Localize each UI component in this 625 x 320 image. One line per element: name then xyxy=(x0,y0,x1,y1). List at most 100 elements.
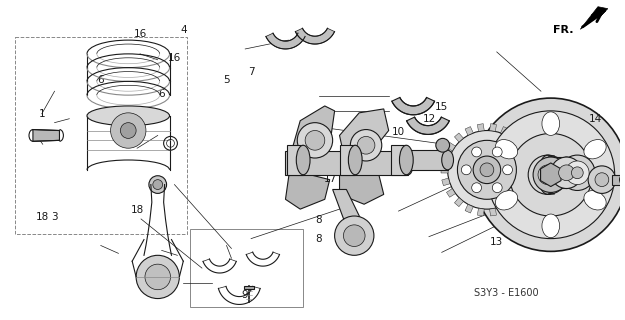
Text: 17: 17 xyxy=(324,174,338,184)
Text: 4: 4 xyxy=(180,25,187,35)
Circle shape xyxy=(149,176,167,193)
Circle shape xyxy=(503,165,512,175)
Text: 5: 5 xyxy=(223,75,230,85)
Circle shape xyxy=(145,264,171,290)
Circle shape xyxy=(559,165,574,180)
Text: FR.: FR. xyxy=(552,25,573,35)
Ellipse shape xyxy=(296,145,310,175)
Circle shape xyxy=(492,147,502,157)
Ellipse shape xyxy=(542,112,559,135)
Circle shape xyxy=(351,130,382,161)
Text: 6: 6 xyxy=(98,75,104,85)
Circle shape xyxy=(472,183,481,193)
Polygon shape xyxy=(524,155,548,194)
Circle shape xyxy=(121,123,136,138)
Polygon shape xyxy=(501,127,509,135)
Circle shape xyxy=(538,165,558,185)
Circle shape xyxy=(357,136,375,154)
Ellipse shape xyxy=(538,155,558,194)
Polygon shape xyxy=(339,158,384,204)
Polygon shape xyxy=(454,198,463,207)
Circle shape xyxy=(334,216,374,255)
Polygon shape xyxy=(454,133,463,142)
Text: 12: 12 xyxy=(422,114,436,124)
Polygon shape xyxy=(391,145,406,175)
Text: 16: 16 xyxy=(168,53,181,63)
Polygon shape xyxy=(441,167,448,173)
Polygon shape xyxy=(501,204,509,213)
Bar xyxy=(190,229,303,308)
Polygon shape xyxy=(266,33,305,49)
Polygon shape xyxy=(406,150,447,170)
Polygon shape xyxy=(526,167,533,173)
Ellipse shape xyxy=(542,214,559,238)
Polygon shape xyxy=(541,163,561,187)
Ellipse shape xyxy=(348,145,362,175)
Text: 11: 11 xyxy=(361,164,374,174)
Polygon shape xyxy=(511,133,519,142)
Circle shape xyxy=(487,111,614,239)
Polygon shape xyxy=(489,124,496,131)
Text: S3Y3 - E1600: S3Y3 - E1600 xyxy=(474,288,539,298)
Circle shape xyxy=(305,131,325,150)
Polygon shape xyxy=(478,124,484,131)
Circle shape xyxy=(595,173,609,187)
Circle shape xyxy=(461,165,471,175)
Polygon shape xyxy=(286,165,330,209)
Polygon shape xyxy=(446,142,456,151)
Polygon shape xyxy=(442,154,450,162)
Text: 7: 7 xyxy=(248,67,254,77)
Circle shape xyxy=(533,157,569,192)
Polygon shape xyxy=(442,178,450,186)
Polygon shape xyxy=(339,109,389,158)
Text: 2: 2 xyxy=(138,278,144,288)
Ellipse shape xyxy=(87,106,169,126)
Text: 15: 15 xyxy=(435,101,448,112)
Circle shape xyxy=(153,180,162,189)
Text: 16: 16 xyxy=(134,29,147,39)
Circle shape xyxy=(472,147,481,157)
Text: 3: 3 xyxy=(51,212,58,222)
Polygon shape xyxy=(518,142,528,151)
Polygon shape xyxy=(524,154,532,162)
Polygon shape xyxy=(407,117,449,134)
Text: 1: 1 xyxy=(39,109,46,119)
Polygon shape xyxy=(446,188,456,197)
Circle shape xyxy=(298,123,332,158)
Polygon shape xyxy=(244,286,254,289)
Text: 8: 8 xyxy=(316,215,322,225)
Circle shape xyxy=(474,98,625,252)
Circle shape xyxy=(588,166,616,193)
Circle shape xyxy=(136,255,179,299)
Polygon shape xyxy=(489,208,496,216)
Circle shape xyxy=(458,140,516,199)
Polygon shape xyxy=(518,188,528,197)
Ellipse shape xyxy=(496,140,518,159)
Ellipse shape xyxy=(399,145,413,175)
Polygon shape xyxy=(580,7,608,29)
Ellipse shape xyxy=(584,191,606,210)
Text: 13: 13 xyxy=(490,237,503,247)
Circle shape xyxy=(448,131,526,209)
Polygon shape xyxy=(339,145,355,175)
Ellipse shape xyxy=(496,191,518,210)
Text: 6: 6 xyxy=(159,89,166,99)
Circle shape xyxy=(480,163,494,177)
Polygon shape xyxy=(511,198,519,207)
Circle shape xyxy=(551,157,582,188)
Circle shape xyxy=(344,225,365,246)
Text: 18: 18 xyxy=(131,205,144,215)
Polygon shape xyxy=(524,178,532,186)
Polygon shape xyxy=(286,106,334,165)
Bar xyxy=(15,37,187,234)
Ellipse shape xyxy=(559,157,574,188)
Ellipse shape xyxy=(584,140,606,159)
Circle shape xyxy=(559,155,595,190)
Polygon shape xyxy=(288,145,303,175)
Circle shape xyxy=(111,113,146,148)
Circle shape xyxy=(473,156,501,184)
Ellipse shape xyxy=(442,150,454,170)
Polygon shape xyxy=(332,189,363,224)
Circle shape xyxy=(492,183,502,193)
Polygon shape xyxy=(478,208,484,216)
